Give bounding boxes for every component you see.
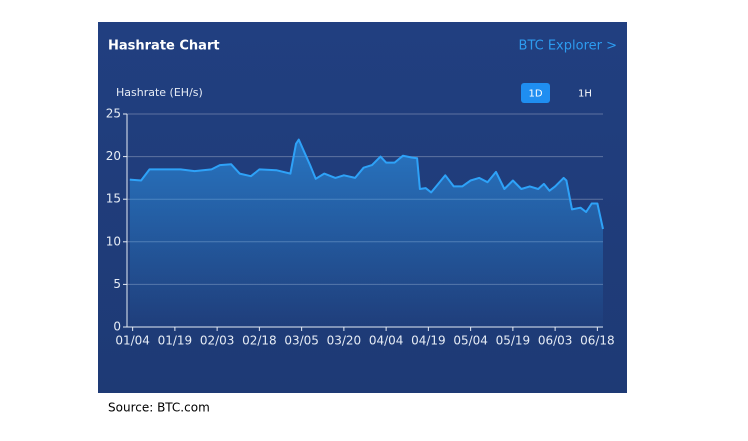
x-tick-label: 05/19 bbox=[496, 334, 531, 348]
x-tick-label: 06/03 bbox=[538, 334, 573, 348]
y-tick-label: 20 bbox=[106, 149, 121, 163]
explorer-link[interactable]: BTC Explorer > bbox=[519, 39, 617, 54]
x-tick-label: 06/18 bbox=[580, 334, 615, 348]
y-tick-label: 25 bbox=[106, 107, 121, 121]
x-tick-label: 04/19 bbox=[411, 334, 446, 348]
x-tick-label: 01/19 bbox=[158, 334, 193, 348]
x-tick-label: 02/18 bbox=[242, 334, 277, 348]
x-tick-label: 02/03 bbox=[200, 334, 235, 348]
source: Source: BTC.com bbox=[108, 401, 210, 415]
chart-title: Hashrate Chart bbox=[108, 39, 220, 54]
x-tick-label: 03/20 bbox=[327, 334, 362, 348]
y-tick-label: 15 bbox=[106, 192, 121, 206]
button-1d[interactable] bbox=[521, 83, 550, 103]
y-tick-label: 10 bbox=[106, 234, 121, 248]
y-tick-label: 0 bbox=[113, 320, 121, 334]
y-tick-label: 5 bbox=[113, 277, 121, 291]
area-fill bbox=[129, 139, 604, 327]
x-tick-label: 04/04 bbox=[369, 334, 404, 348]
x-tick-label: 01/04 bbox=[115, 334, 150, 348]
x-tick-label: 03/05 bbox=[284, 334, 319, 348]
button-label[interactable]: 1D bbox=[528, 89, 542, 100]
x-tick-label: 05/04 bbox=[453, 334, 488, 348]
line bbox=[129, 138, 604, 230]
y-axis-label: Hashrate (EH/s) bbox=[116, 86, 203, 99]
button-label[interactable]: 1H bbox=[578, 89, 592, 100]
